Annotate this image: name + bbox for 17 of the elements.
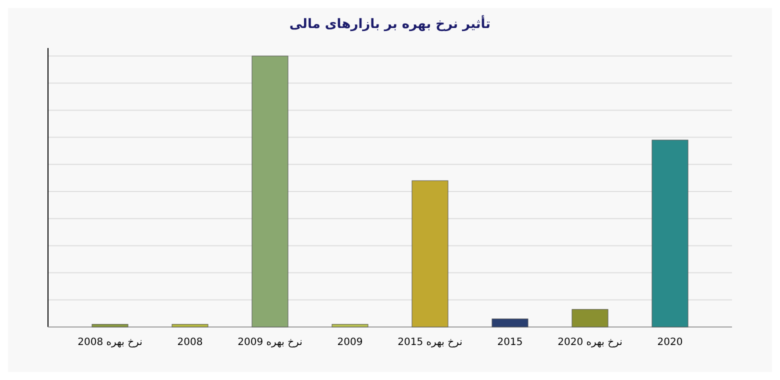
- x-tick-label: 2009: [337, 337, 363, 348]
- chart-title: تأثیر نرخ بهره بر بازارهای مالی: [289, 15, 491, 32]
- x-tick-label: نرخ بهره 2008: [78, 337, 142, 348]
- x-tick-label: 2015: [497, 337, 523, 348]
- x-tick-label: نرخ بهره 2015: [398, 337, 462, 348]
- x-tick-label: 2020: [657, 337, 683, 348]
- bar: [572, 309, 608, 328]
- x-tick-label: 2008: [177, 337, 203, 348]
- bar: [652, 140, 688, 328]
- x-tick-label: نرخ بهره 2009: [238, 337, 302, 348]
- bar: [332, 324, 368, 328]
- bar: [492, 318, 528, 328]
- bar: [92, 324, 128, 328]
- bar: [172, 324, 208, 328]
- bar: [252, 56, 288, 328]
- bar: [412, 180, 448, 328]
- x-tick-label: نرخ بهره 2020: [558, 337, 622, 348]
